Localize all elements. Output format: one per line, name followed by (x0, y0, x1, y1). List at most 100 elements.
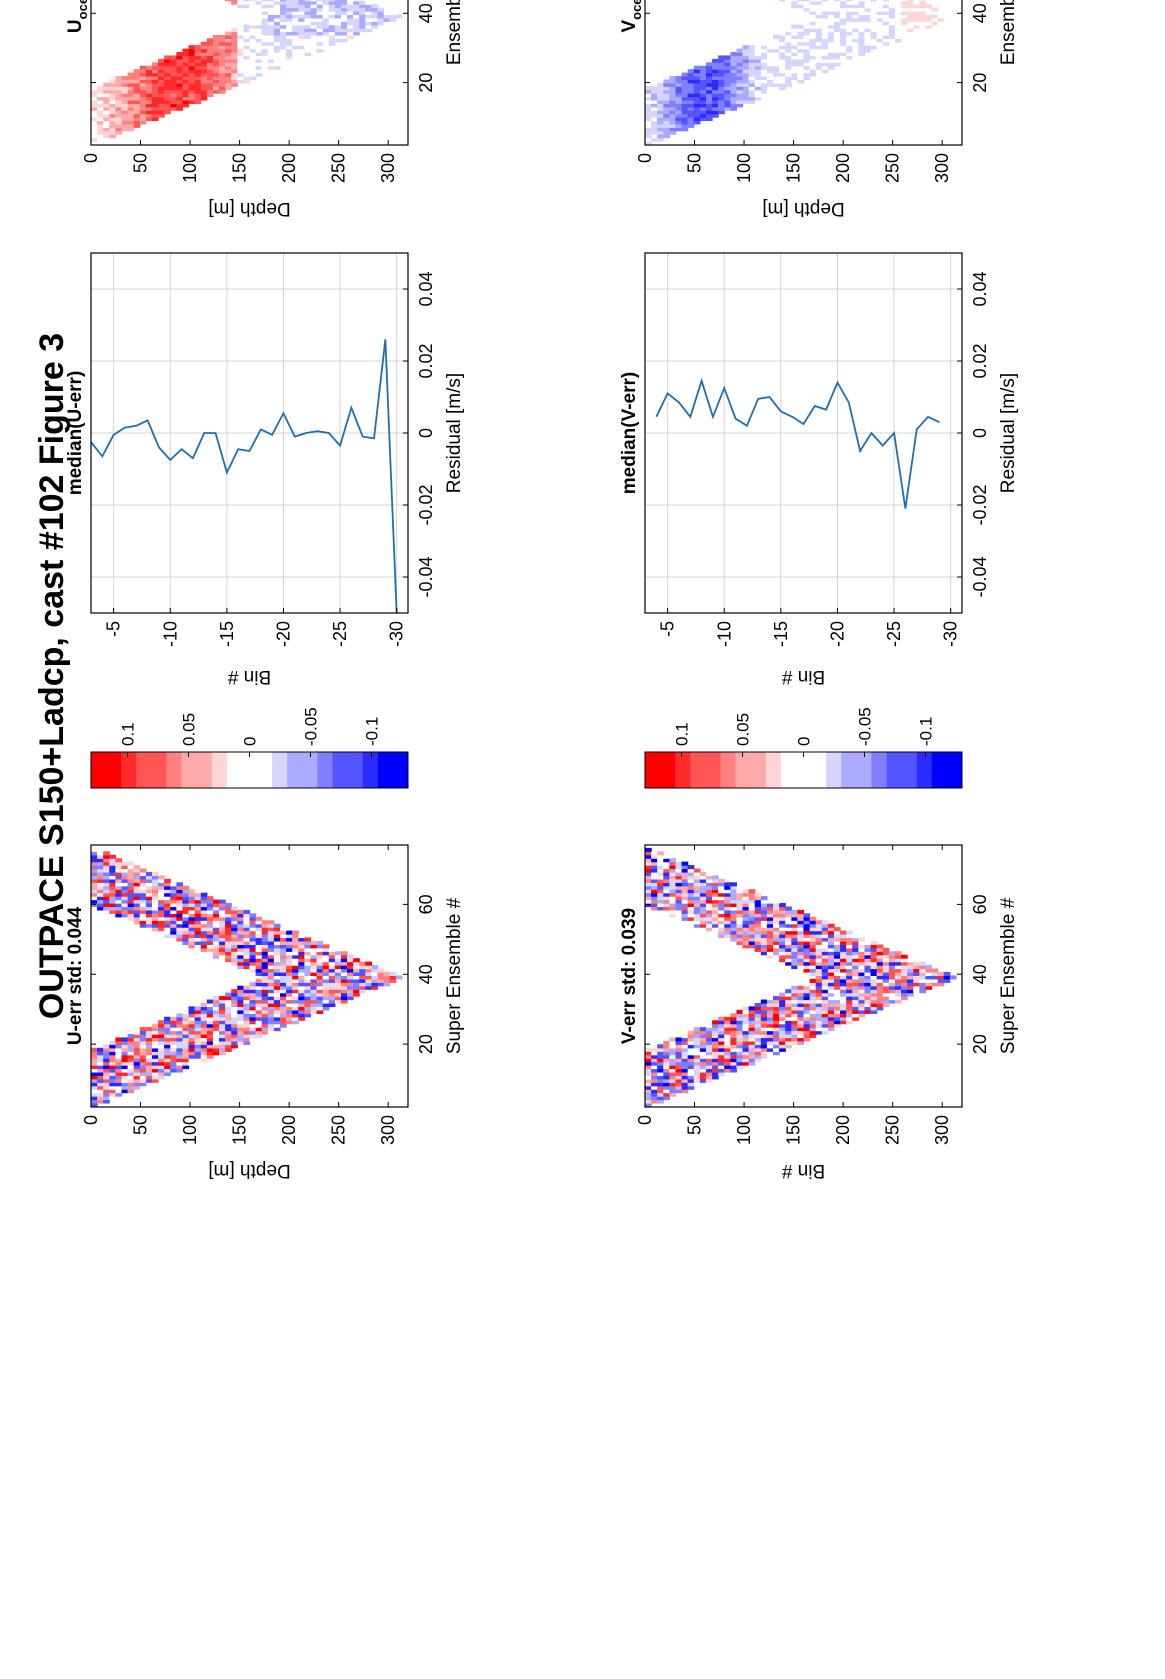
heatmap-cell (754, 65, 762, 70)
heatmap-cell (328, 978, 336, 983)
colorbar-swatch (121, 752, 137, 788)
heatmap-cell (797, 62, 805, 67)
heatmap-cell (139, 1027, 147, 1032)
heatmap-cell (340, 961, 348, 966)
heatmap-cell (219, 951, 226, 956)
heatmap-cell (846, 930, 853, 935)
heatmap-cell (231, 927, 238, 932)
heatmap-cell (322, 961, 330, 966)
heatmap-cell (803, 1006, 811, 1011)
heatmap-cell (298, 31, 305, 36)
heatmap-cell (322, 21, 330, 26)
heatmap-cell (846, 989, 853, 994)
heatmap-cell (151, 920, 159, 925)
heatmap-cell (109, 868, 116, 873)
heatmap-cell (145, 875, 153, 880)
heatmap-cell (164, 916, 171, 921)
heatmap-cell (200, 75, 208, 80)
heatmap-cell (279, 0, 287, 2)
heatmap-cell (225, 52, 232, 57)
heatmap-cell (359, 28, 366, 33)
heatmap-cell (852, 978, 859, 983)
heatmap-cell (815, 1023, 823, 1028)
heatmap-cell (151, 875, 159, 880)
heatmap-cell (316, 944, 324, 949)
heatmap-cell (91, 1068, 98, 1073)
heatmap-cell (261, 978, 269, 983)
heatmap-cell (675, 103, 683, 108)
heatmap-cell (730, 93, 738, 98)
heatmap-cell (353, 31, 360, 36)
heatmap-cell (663, 1085, 670, 1090)
heatmap-cell (833, 1006, 841, 1011)
heatmap-cell (334, 961, 342, 966)
heatmap-cell (705, 65, 713, 70)
heatmap-cell (901, 24, 908, 29)
heatmap-cell (304, 999, 312, 1004)
heatmap-cell (712, 1058, 719, 1063)
heatmap-cell (121, 89, 129, 94)
heatmap-cell (158, 103, 165, 108)
heatmap-cell (779, 79, 786, 84)
heatmap-cell (852, 944, 859, 949)
heatmap-cell (279, 927, 287, 932)
heatmap-cell (663, 127, 670, 132)
heatmap-cell (188, 889, 196, 894)
heatmap-cell (127, 875, 135, 880)
heatmap-cell (718, 1058, 725, 1063)
heatmap-cell (273, 954, 281, 959)
heatmap-cell (797, 951, 805, 956)
heatmap-cell (194, 1016, 202, 1021)
heatmap-cell (304, 1009, 312, 1014)
heatmap-cell (121, 871, 129, 877)
heatmap-cell (347, 961, 354, 966)
heatmap-cell (164, 913, 171, 918)
heatmap-cell (718, 103, 725, 108)
heatmap-cell (809, 954, 817, 959)
heatmap-cell (773, 1040, 780, 1045)
heatmap-cell (389, 971, 397, 976)
heatmap-cell (645, 875, 652, 880)
heatmap-cell (200, 45, 208, 50)
heatmap-cell (151, 1078, 159, 1083)
heatmap-cell (821, 954, 829, 959)
heatmap-cell (760, 934, 768, 939)
heatmap-cell (791, 944, 799, 949)
heatmap-cell (754, 62, 762, 67)
heatmap-cell (237, 965, 245, 970)
heatmap-cell (115, 902, 123, 908)
heatmap-cell (212, 1033, 220, 1039)
heatmap-cell (328, 982, 336, 987)
heatmap-cell (243, 75, 251, 80)
heatmap-cell (876, 975, 884, 980)
heatmap-cell (322, 0, 330, 2)
heatmap-cell (913, 982, 920, 987)
heatmap-cell (681, 79, 689, 84)
heatmap-cell (212, 999, 220, 1004)
heatmap-cell (279, 975, 287, 980)
heatmap-cell (231, 45, 238, 50)
heatmap-cell (115, 885, 123, 890)
heatmap-cell (840, 41, 847, 46)
heatmap-cell (681, 1051, 689, 1056)
y-tick-label: 200 (279, 153, 299, 183)
heatmap-cell (334, 34, 342, 39)
colorbar-swatch (750, 752, 767, 788)
heatmap-cell (334, 965, 342, 970)
heatmap-cell (681, 99, 689, 104)
heatmap-cell (724, 1044, 731, 1049)
y-axis-label: Bin # (781, 1160, 825, 1181)
heatmap-cell (151, 1054, 159, 1059)
heatmap-cell (206, 1037, 214, 1042)
heatmap-cell (913, 7, 920, 12)
heatmap-cell (657, 1044, 664, 1049)
heatmap-cell (249, 999, 257, 1004)
heatmap-cell (310, 17, 318, 22)
heatmap-cell (237, 937, 245, 942)
heatmap-cell (212, 947, 220, 952)
heatmap-cell (705, 1054, 713, 1059)
heatmap-cell (687, 1085, 695, 1090)
heatmap-cell (754, 1044, 762, 1049)
heatmap-cell (766, 55, 774, 60)
heatmap-cell (219, 1013, 226, 1018)
